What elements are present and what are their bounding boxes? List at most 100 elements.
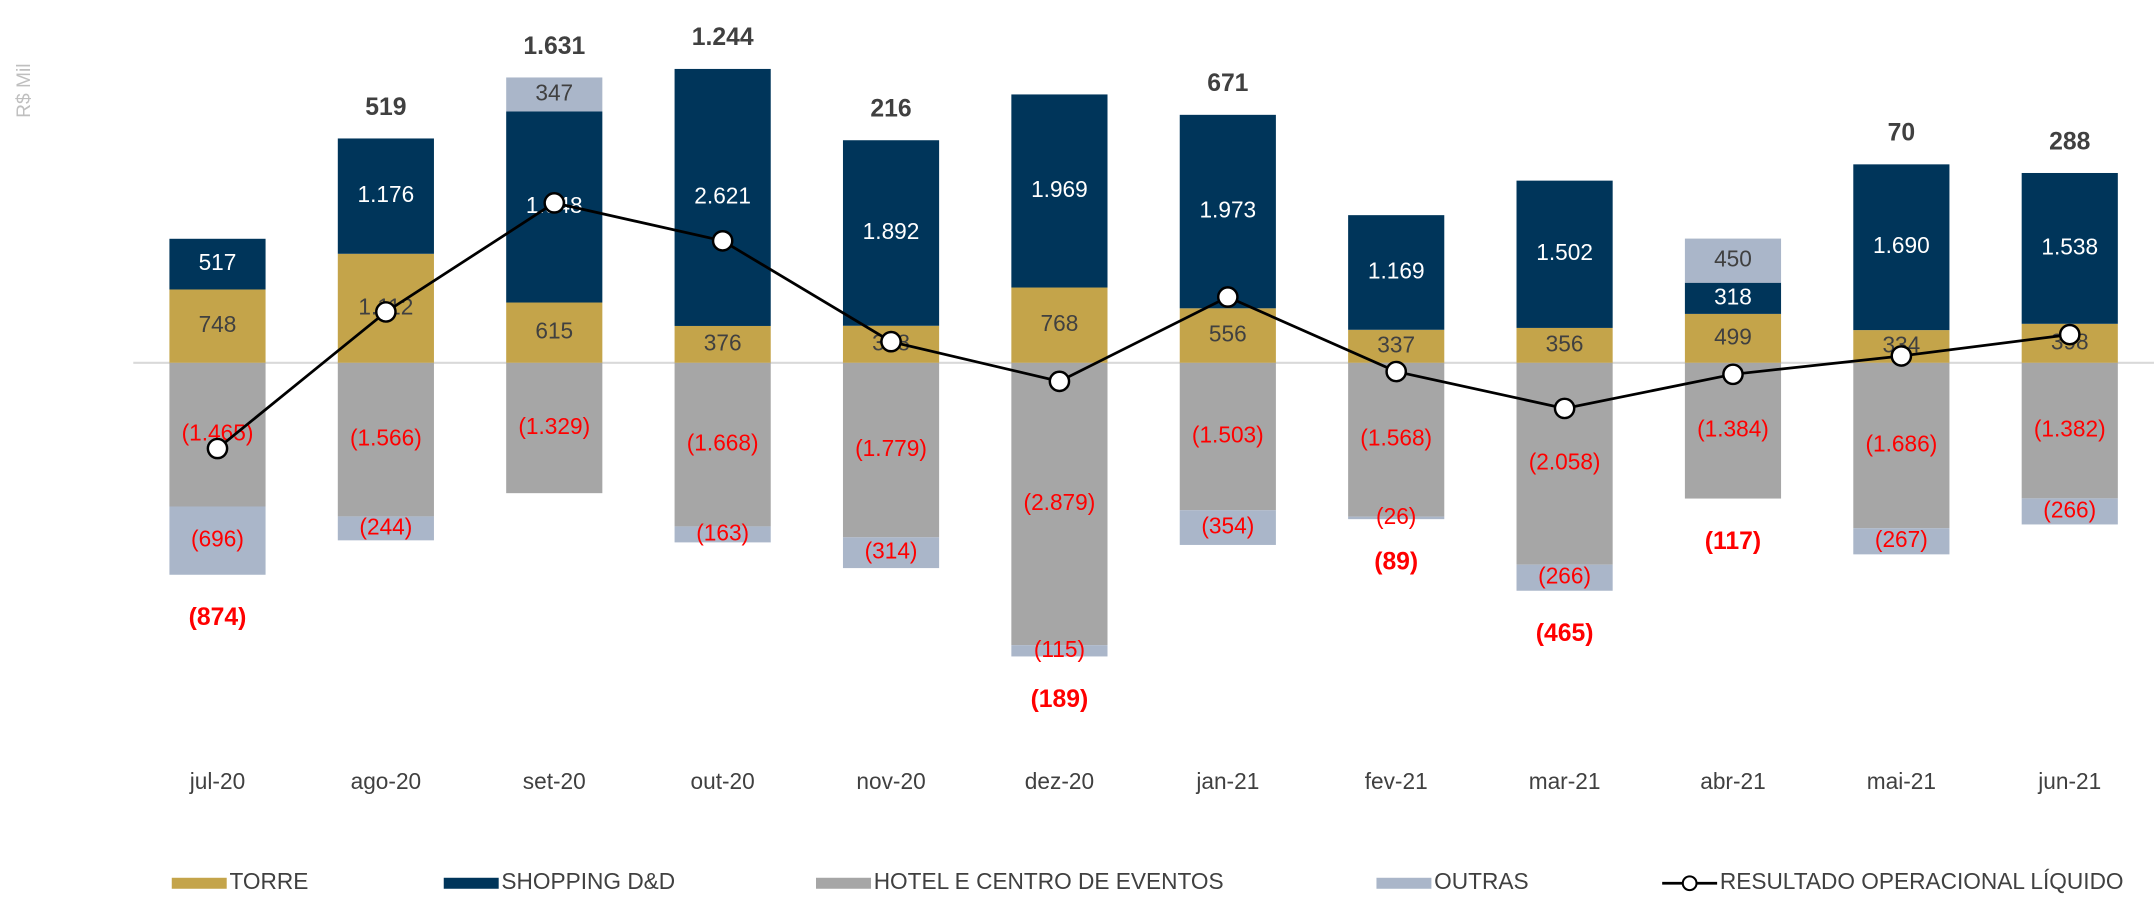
data-label: 337: [1377, 331, 1415, 357]
total-label: 70: [1888, 120, 1916, 147]
bar-segment: [2021, 498, 2118, 525]
data-label: (163): [696, 519, 749, 545]
bar-segment: [1684, 238, 1782, 283]
legend-label: HOTEL E CENTRO DE EVENTOS: [874, 868, 1224, 894]
x-tick-label: jan-21: [1195, 768, 1259, 794]
line-marker: [206, 437, 229, 460]
total-label: 1.631: [523, 33, 585, 60]
bar-segment: [337, 138, 434, 254]
legend-swatch-marker: [1681, 875, 1698, 892]
line-marker: [1553, 397, 1576, 420]
data-label: 356: [1546, 330, 1584, 356]
x-tick-label: jun-21: [2037, 768, 2101, 794]
legend-swatch: [816, 877, 871, 889]
line-marker: [880, 330, 902, 353]
data-label: 450: [1714, 246, 1752, 272]
bar-segment: [1348, 516, 1445, 520]
data-label: (115): [1034, 636, 1085, 662]
data-label: 376: [704, 329, 742, 355]
bar-segment: [1684, 313, 1782, 363]
bar-segment: [842, 140, 940, 326]
bar-segment: [1011, 94, 1108, 288]
line-marker: [711, 229, 734, 252]
line-marker: [1890, 345, 1913, 367]
bar-segment: [2021, 172, 2118, 324]
bar-segment: [674, 362, 771, 527]
bar-segment: [337, 516, 434, 541]
data-label: (1.568): [1360, 425, 1432, 451]
bar-segment: [1179, 114, 1276, 309]
data-label: 347: [535, 79, 573, 105]
total-label: (189): [1031, 686, 1089, 713]
line-marker: [1385, 360, 1408, 383]
total-label: (89): [1374, 549, 1418, 576]
data-label: 1.892: [863, 218, 920, 244]
data-label: (26): [1376, 503, 1416, 529]
legend-label: SHOPPING D&D: [501, 868, 675, 894]
total-label: (874): [189, 604, 247, 631]
data-label: (267): [1875, 526, 1928, 552]
line-marker: [2058, 323, 2081, 346]
x-tick-label: set-20: [523, 768, 586, 794]
total-label: (117): [1705, 528, 1761, 555]
bar-segment: [1684, 282, 1782, 314]
line-marker: [375, 301, 397, 323]
x-tick-label: out-20: [691, 768, 755, 794]
data-label: (2.058): [1529, 449, 1601, 475]
bar-segment: [1516, 564, 1613, 591]
x-tick-label: ago-20: [351, 768, 422, 794]
legend-label: RESULTADO OPERACIONAL LÍQUIDO: [1720, 868, 2124, 894]
bar-segment: [1853, 164, 1950, 331]
data-label: 768: [1041, 310, 1079, 336]
line-marker: [1048, 370, 1071, 393]
line-marker: [543, 192, 566, 214]
bar-segment: [506, 362, 603, 494]
data-label: 556: [1209, 321, 1247, 347]
bar-segment: [1516, 362, 1613, 565]
bar-segment: [1011, 287, 1108, 363]
data-label: (1.382): [2034, 416, 2106, 442]
bar-segment: [1179, 510, 1276, 545]
data-label: (1.668): [687, 430, 759, 456]
data-label: 1.969: [1031, 176, 1088, 202]
legend-label: TORRE: [229, 868, 308, 894]
data-label: 1.690: [1873, 232, 1930, 258]
net-result-line: [216, 201, 2070, 450]
data-label: (1.503): [1192, 422, 1264, 448]
data-label: 2.621: [694, 182, 751, 208]
bar-segment: [169, 289, 266, 363]
bar-segment: [1179, 308, 1276, 363]
bar-segment: [842, 537, 940, 569]
bar-segment: [1853, 528, 1950, 555]
y-axis-label: R$ Mil: [14, 63, 35, 117]
total-label: 216: [870, 96, 911, 123]
bar-segment: [506, 302, 603, 363]
data-label: (266): [2043, 496, 2096, 522]
total-label: 671: [1207, 70, 1248, 97]
data-label: 318: [1714, 283, 1752, 309]
data-label: 615: [535, 318, 573, 344]
bar-segment: [169, 362, 266, 507]
bar-segment: [674, 526, 771, 543]
data-label: 517: [199, 249, 237, 275]
total-label: 519: [365, 94, 406, 121]
line-marker: [1216, 286, 1239, 308]
bar-segment: [1348, 362, 1445, 517]
data-label: 1.176: [358, 181, 415, 207]
bar-segment: [1853, 362, 1950, 529]
data-label: (1.566): [350, 425, 422, 451]
data-label: (1.329): [518, 413, 590, 439]
legend-swatch: [171, 877, 227, 889]
bar-segment: [1011, 645, 1108, 657]
total-label: 288: [2049, 128, 2090, 155]
bar-segment: [674, 68, 771, 326]
data-label: 1.538: [2041, 233, 2098, 259]
data-label: (1.779): [855, 435, 927, 461]
bar-segment: [2021, 362, 2118, 499]
bar-segment: [842, 362, 940, 538]
total-label: (465): [1536, 620, 1594, 647]
data-label: (266): [1538, 563, 1591, 589]
legend-swatch: [1376, 877, 1432, 889]
data-label: 748: [199, 311, 237, 337]
